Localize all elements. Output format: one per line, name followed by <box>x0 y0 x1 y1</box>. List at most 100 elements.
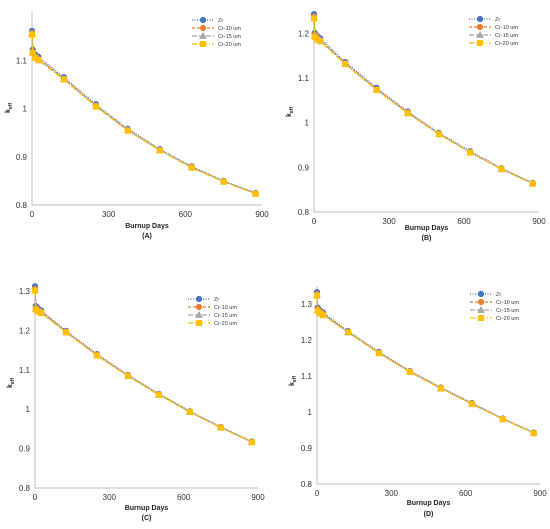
data-point <box>124 127 131 134</box>
series-line <box>31 30 256 194</box>
legend-marker <box>478 315 484 321</box>
series-line <box>316 293 535 434</box>
y-tick-label: 1.3 <box>19 287 31 296</box>
data-point <box>32 287 38 294</box>
y-axis-title: keff <box>7 378 16 388</box>
data-point <box>498 166 505 173</box>
data-point <box>60 76 67 83</box>
data-point <box>93 352 100 359</box>
x-axis-title: Burnup Days <box>405 225 449 232</box>
x-tick-label: 900 <box>255 210 269 219</box>
data-point <box>252 190 259 197</box>
legend-marker <box>477 305 485 313</box>
data-point <box>38 310 45 317</box>
data-point <box>62 329 69 336</box>
data-point <box>499 416 506 423</box>
y-tick-label: 1.2 <box>19 326 31 335</box>
x-tick-label: 300 <box>103 493 117 502</box>
y-axis-title-main: k <box>7 384 14 388</box>
data-point <box>320 312 327 319</box>
legend-marker <box>477 40 483 46</box>
legend-label: Cr-10 um <box>495 25 518 31</box>
legend-marker <box>199 24 207 32</box>
y-tick-label: 0.8 <box>298 208 310 217</box>
data-point <box>156 147 163 154</box>
x-tick-label: 900 <box>251 493 265 502</box>
data-point <box>468 401 475 408</box>
legend-label: Cr-10 um <box>218 26 241 32</box>
chart-panel-3: 0.8 0.9 1 1.1 1.2 1.3 0 300 600 900 keff Burnup Day… <box>7 283 265 522</box>
data-point <box>92 103 99 110</box>
y-tick-label: 1.2 <box>298 29 310 38</box>
legend-label: Zr <box>496 292 501 298</box>
data-point <box>155 392 162 399</box>
y-tick-label: 0.9 <box>298 163 310 172</box>
y-tick-label: 1 <box>308 408 313 417</box>
panel-label: (A) <box>142 233 152 240</box>
x-tick-label: 600 <box>459 489 473 498</box>
data-point <box>436 131 442 138</box>
data-point <box>317 38 324 45</box>
legend-marker <box>476 30 484 38</box>
data-point <box>406 369 413 376</box>
y-tick-label: 1.1 <box>298 74 310 83</box>
series-line <box>34 288 253 443</box>
series-line <box>31 33 256 195</box>
y-tick-label: 1.1 <box>16 56 28 65</box>
x-axis-title: Burnup Days <box>407 500 451 507</box>
legend-marker <box>195 295 203 303</box>
series-line <box>313 14 534 184</box>
legend-label: Cr-10 um <box>496 300 519 306</box>
legend-label: Cr-10 um <box>214 305 237 311</box>
y-tick-label: 1.1 <box>301 372 313 381</box>
x-tick-label: 600 <box>179 210 193 219</box>
x-tick-label: 300 <box>385 489 399 498</box>
legend-label: Cr-15 um <box>496 308 519 314</box>
legend-marker <box>477 298 485 306</box>
panel-label: (B) <box>422 235 432 242</box>
legend-label: Cr-15 um <box>495 33 518 39</box>
y-tick-label: 1 <box>23 105 28 114</box>
data-point <box>373 87 380 94</box>
legend-label: Cr-20 um <box>496 316 519 322</box>
chart-panel-4: 0.8 0.9 1 1.1 1.2 1.3 0 300 600 900 keff Burnup Day… <box>289 286 547 518</box>
legend-label: Zr <box>214 297 219 303</box>
x-tick-label: 300 <box>382 217 396 226</box>
y-axis-title-main: k <box>286 113 293 117</box>
data-point <box>344 329 351 336</box>
legend-marker <box>200 41 206 47</box>
legend-label: Cr-20 um <box>495 41 518 47</box>
y-axis-title-subscript: eff <box>8 103 14 109</box>
legend-marker <box>195 303 203 311</box>
y-axis-title: keff <box>5 103 14 113</box>
series-line <box>31 32 256 195</box>
chart-panel-1: 0.8 0.9 1 1.1 0 300 600 900 keff Burnup Days (A) Zr… <box>5 12 269 240</box>
y-tick-label: 0.9 <box>301 444 313 453</box>
y-axis-title-subscript: eff <box>292 376 298 382</box>
data-point <box>220 178 227 185</box>
data-point <box>375 350 382 357</box>
y-axis-title-subscript: eff <box>289 107 295 113</box>
legend-label: Cr-20 um <box>218 42 241 48</box>
x-tick-label: 0 <box>315 489 320 498</box>
legend-marker <box>196 320 202 326</box>
chart-panel-2: 0.8 0.9 1 1.1 1.2 0 300 600 900 keff Burnup Days (B… <box>286 11 546 242</box>
y-tick-label: 0.8 <box>16 201 28 210</box>
y-axis-title: keff <box>289 376 298 386</box>
y-tick-label: 0.9 <box>16 153 28 162</box>
data-point <box>188 164 195 171</box>
y-tick-label: 0.8 <box>19 484 31 493</box>
y-axis-title-main: k <box>5 109 12 113</box>
legend-marker <box>199 31 207 39</box>
x-tick-label: 300 <box>102 210 116 219</box>
data-point <box>217 424 224 431</box>
data-point <box>437 385 444 392</box>
x-tick-label: 0 <box>312 217 317 226</box>
x-tick-label: 900 <box>532 217 546 226</box>
data-point <box>314 292 320 299</box>
data-point <box>29 50 36 57</box>
legend-marker <box>195 310 203 318</box>
x-tick-label: 600 <box>177 493 191 502</box>
data-point <box>186 408 193 415</box>
